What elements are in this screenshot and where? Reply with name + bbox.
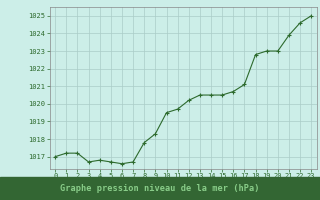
Text: Graphe pression niveau de la mer (hPa): Graphe pression niveau de la mer (hPa): [60, 184, 260, 193]
